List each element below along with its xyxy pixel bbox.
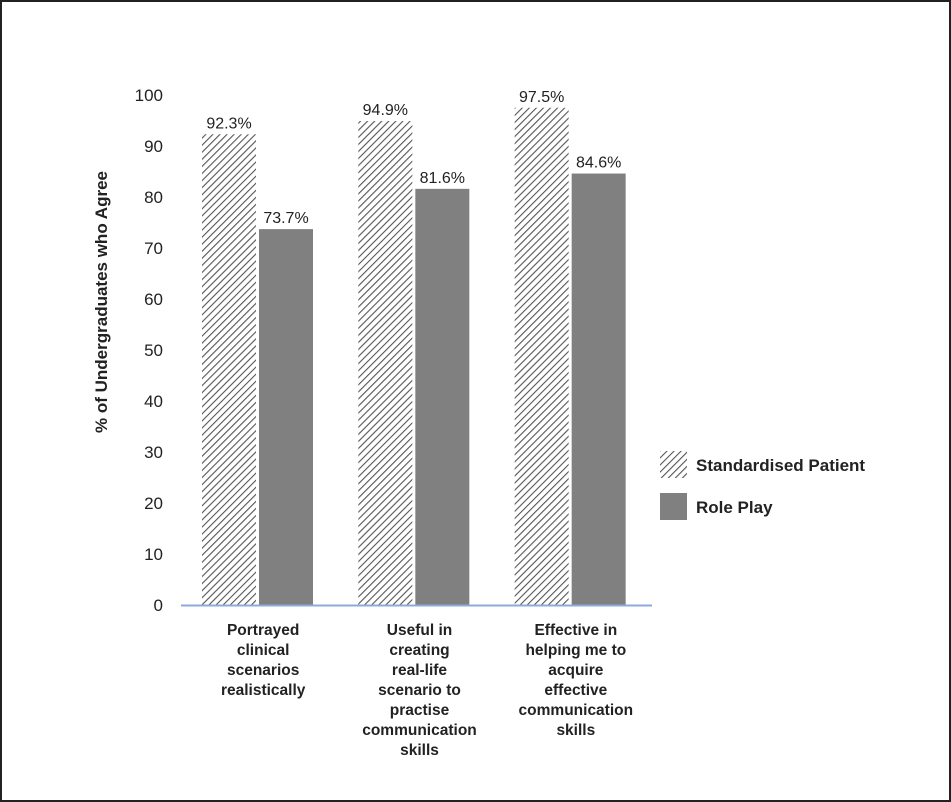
category-label: acquire xyxy=(548,662,604,679)
legend-label: Standardised Patient xyxy=(696,456,865,475)
data-label: 92.3% xyxy=(206,115,251,132)
y-tick-label: 50 xyxy=(144,341,163,360)
y-tick-label: 10 xyxy=(144,545,163,564)
bar-standardised-patient xyxy=(358,121,413,605)
data-label: 84.6% xyxy=(576,155,621,172)
category-label: practise xyxy=(390,702,450,719)
data-label: 73.7% xyxy=(263,210,308,227)
category-label: Effective in xyxy=(534,622,617,639)
category-label: scenarios xyxy=(227,662,299,679)
category-label: realistically xyxy=(221,682,306,699)
legend-swatch-role-play xyxy=(660,493,687,520)
y-tick-label: 20 xyxy=(144,494,163,513)
y-tick-label: 80 xyxy=(144,188,163,207)
y-tick-label: 60 xyxy=(144,290,163,309)
bar-role-play xyxy=(415,188,470,605)
category-label: helping me to xyxy=(525,642,626,659)
bar-role-play xyxy=(571,173,626,606)
category-label: scenario to xyxy=(378,682,461,699)
data-label: 94.9% xyxy=(363,102,408,119)
y-tick-label: 70 xyxy=(144,239,163,258)
category-label: skills xyxy=(400,742,439,759)
category-label: Useful in xyxy=(387,622,452,639)
y-tick-label: 100 xyxy=(135,86,163,105)
legend-swatch-standardised-patient xyxy=(660,451,687,478)
data-label: 81.6% xyxy=(420,170,465,187)
bar-standardised-patient xyxy=(202,134,256,605)
y-tick-label: 0 xyxy=(154,596,163,615)
category-label: real-life xyxy=(392,662,448,679)
category-label: skills xyxy=(556,722,595,739)
category-label: communication xyxy=(362,722,477,739)
y-tick-label: 40 xyxy=(144,392,163,411)
bar-standardised-patient xyxy=(514,107,569,605)
category-label: effective xyxy=(544,682,607,699)
y-axis-title: % of Undergraduates who Agree xyxy=(92,171,111,433)
bar-role-play xyxy=(259,229,313,605)
legend-label: Role Play xyxy=(696,498,773,517)
category-label: communication xyxy=(519,702,634,719)
y-tick-label: 90 xyxy=(144,137,163,156)
y-tick-label: 30 xyxy=(144,443,163,462)
category-label: clinical xyxy=(237,642,290,659)
data-label: 97.5% xyxy=(519,89,564,106)
category-label: Portrayed xyxy=(227,622,299,639)
category-label: creating xyxy=(389,642,449,659)
